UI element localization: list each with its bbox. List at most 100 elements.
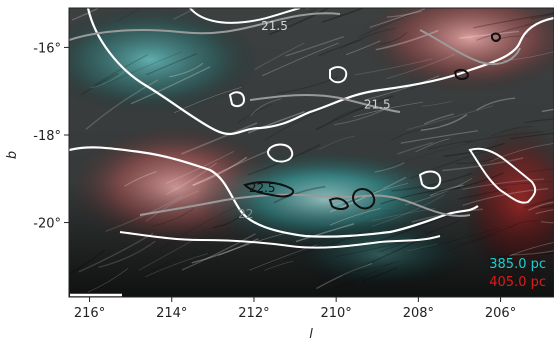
streamline xyxy=(181,233,256,271)
x-tick-label: 212° xyxy=(238,306,269,321)
streamline xyxy=(509,242,554,257)
streamline xyxy=(71,8,101,21)
streamline xyxy=(457,188,508,200)
streamline xyxy=(524,17,554,26)
streamline xyxy=(523,168,554,174)
streamline xyxy=(374,162,405,173)
white-contour-lower xyxy=(119,231,441,249)
streamline xyxy=(315,95,394,131)
streamline xyxy=(69,249,105,275)
white-contour-blob-1 xyxy=(266,143,294,163)
streamline xyxy=(496,180,554,187)
y-axis-label: b xyxy=(5,151,20,159)
streamline xyxy=(124,170,157,187)
streamline xyxy=(142,257,177,276)
streamline xyxy=(165,162,217,195)
streamline xyxy=(539,205,554,209)
streamline xyxy=(264,102,337,141)
x-axis-ticks: 216° 214° 212° 210° 208° 206° xyxy=(74,297,516,321)
streamline xyxy=(339,27,396,50)
streamline xyxy=(457,226,512,246)
streamline xyxy=(473,12,554,29)
streamline xyxy=(85,79,159,130)
streamline xyxy=(362,266,399,283)
streamline xyxy=(541,108,554,113)
streamline xyxy=(523,198,554,209)
streamline xyxy=(117,8,142,22)
white-contour-top xyxy=(189,8,301,24)
streamline xyxy=(510,132,554,140)
white-contour-blob-2 xyxy=(228,91,246,108)
streamline xyxy=(268,8,317,32)
streamline xyxy=(318,38,363,57)
streamline xyxy=(360,210,393,218)
streamline xyxy=(262,42,339,77)
streamline xyxy=(386,10,422,18)
streamline xyxy=(462,178,545,190)
streamline xyxy=(349,260,401,273)
streamline xyxy=(98,240,156,269)
streamline xyxy=(429,184,464,197)
contour-overlay xyxy=(69,8,554,249)
streamline xyxy=(247,110,305,134)
streamline xyxy=(420,113,468,131)
streamline xyxy=(316,262,373,290)
streamline xyxy=(152,208,195,227)
streamline xyxy=(406,105,494,131)
y-tick-label: -16° xyxy=(33,41,61,56)
gray-contour-4 xyxy=(419,29,521,66)
streamline xyxy=(81,72,119,95)
streamline xyxy=(106,51,183,85)
contour-label: 22.5 xyxy=(249,181,276,195)
x-tick-label: 210° xyxy=(320,306,351,321)
black-contour-4 xyxy=(453,68,470,80)
white-contour-right xyxy=(468,147,537,204)
streamline xyxy=(212,214,243,229)
streamline xyxy=(345,40,381,56)
streamline xyxy=(428,140,472,150)
streamline xyxy=(476,97,516,111)
streamline xyxy=(379,32,408,45)
streamline xyxy=(462,188,549,206)
black-contour-1 xyxy=(243,181,295,198)
legend: 385.0 pc 405.0 pc xyxy=(489,257,546,290)
streamline xyxy=(332,107,369,121)
streamline xyxy=(342,239,420,277)
streamline xyxy=(364,75,440,101)
streamline xyxy=(144,253,209,278)
streamline xyxy=(456,158,494,165)
black-contour-3 xyxy=(352,188,376,210)
streamline xyxy=(386,53,456,80)
streamline xyxy=(407,243,438,252)
streamline xyxy=(192,149,272,186)
streamline xyxy=(331,229,373,246)
streamline xyxy=(443,142,505,158)
streamline xyxy=(400,130,479,144)
streamline xyxy=(250,98,282,117)
streamline xyxy=(442,157,524,172)
streamline xyxy=(93,53,149,87)
streamline xyxy=(524,118,554,124)
white-contour-inner xyxy=(69,146,479,238)
streamline xyxy=(509,220,540,229)
streamline xyxy=(329,207,381,226)
y-tick-label: -20° xyxy=(33,217,61,232)
streamline xyxy=(146,53,197,76)
streamline xyxy=(294,8,297,9)
streamline xyxy=(353,101,424,118)
streamline xyxy=(390,125,441,141)
gray-contour-3 xyxy=(139,193,471,217)
black-contour-2 xyxy=(328,197,350,210)
contour-label: 21.5 xyxy=(364,98,391,112)
streamline xyxy=(421,101,452,107)
streamline xyxy=(276,76,339,94)
y-tick-label: -18° xyxy=(33,129,61,144)
white-contour-blob-4 xyxy=(418,170,442,190)
streamline xyxy=(87,268,129,293)
streamline xyxy=(375,29,439,51)
streamline xyxy=(378,219,461,253)
streamline xyxy=(530,13,554,20)
streamline xyxy=(494,35,530,41)
gray-contour-2 xyxy=(249,93,401,113)
white-contour-outer xyxy=(86,8,554,136)
